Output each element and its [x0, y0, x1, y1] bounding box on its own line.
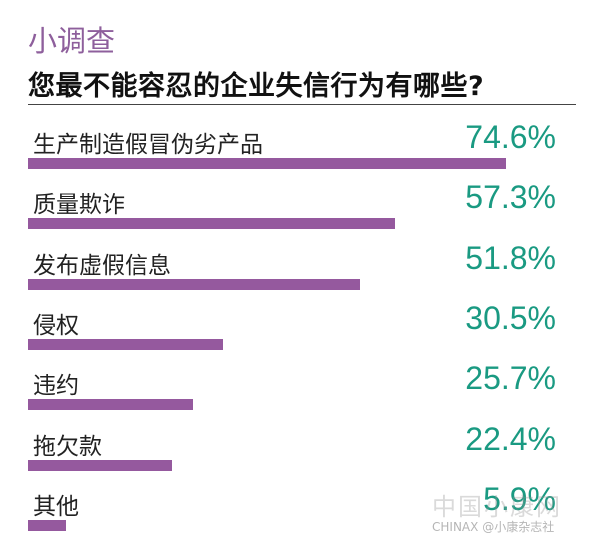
bar	[28, 519, 66, 531]
bar	[28, 399, 193, 411]
bar	[28, 218, 396, 230]
value-label: 57.3%	[465, 179, 556, 216]
bar-row: 侵权 30.5%	[0, 300, 600, 366]
bar-row: 违约 25.7%	[0, 360, 600, 426]
bar	[28, 338, 224, 350]
bar-row: 发布虚假信息 51.8%	[0, 240, 600, 306]
bar	[28, 158, 506, 169]
title-divider	[28, 104, 576, 105]
category-label: 发布虚假信息	[33, 252, 171, 279]
bar	[28, 459, 172, 471]
value-label: 22.4%	[465, 420, 556, 457]
value-label: 74.6%	[465, 119, 556, 155]
watermark-site: 中国小康网	[432, 493, 562, 521]
category-label: 质量欺诈	[33, 192, 125, 219]
watermark-handle: CHINAX @小康杂志社	[432, 518, 554, 535]
chart-kicker: 小调查	[28, 24, 116, 58]
bar-row: 质量欺诈 57.3%	[0, 179, 600, 245]
watermark-brand: CHINAX	[432, 520, 479, 534]
value-label: 25.7%	[465, 360, 556, 397]
category-label: 其他	[33, 493, 79, 520]
value-label: 51.8%	[465, 239, 556, 276]
bar-row: 生产制造假冒伪劣产品 74.6%	[0, 119, 600, 185]
category-label: 违约	[33, 373, 79, 400]
value-label: 5.9%	[483, 480, 556, 517]
chart-title: 您最不能容忍的企业失信行为有哪些?	[28, 71, 485, 102]
category-label: 拖欠款	[33, 433, 102, 460]
watermark-handle-text: @小康杂志社	[482, 520, 555, 534]
category-label: 侵权	[33, 312, 79, 339]
bar-row: 其他 5.9%	[0, 481, 600, 547]
bar-row: 拖欠款 22.4%	[0, 421, 600, 487]
category-label: 生产制造假冒伪劣产品	[33, 132, 263, 158]
bar	[28, 278, 360, 290]
value-label: 30.5%	[465, 299, 556, 336]
